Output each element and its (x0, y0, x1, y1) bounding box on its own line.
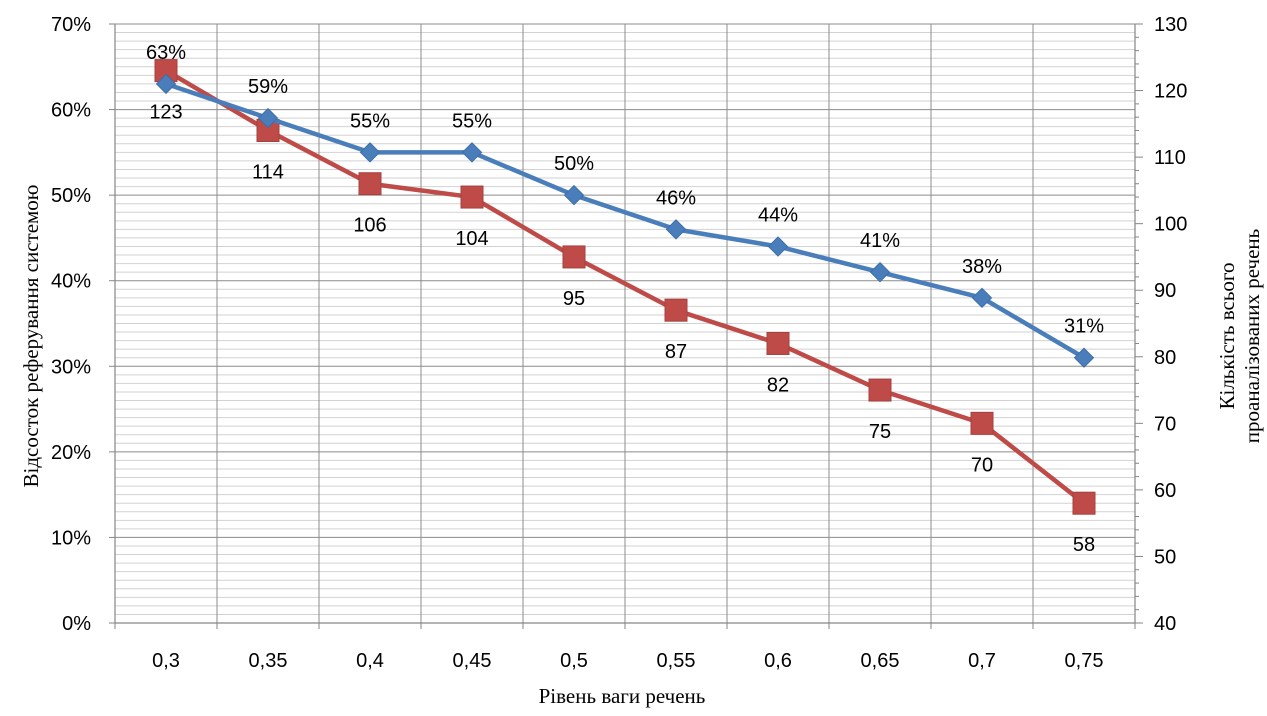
percent-data-label: 38% (962, 256, 1002, 278)
count-point-marker (1072, 491, 1096, 515)
percent-point-marker (1073, 347, 1095, 368)
percent-data-label: 46% (656, 187, 696, 209)
x-tick-label: 0,45 (453, 650, 492, 672)
x-tick-label: 0,6 (764, 650, 792, 672)
count-data-label: 104 (455, 228, 488, 250)
y-tick-label: 40% (51, 271, 91, 293)
percent-point-marker (971, 287, 993, 309)
axes: 0,3 0,35 0,4 0,45 0,5 0,55 0,6 0,65 0,7 0,75 0% 10%… (51, 14, 1187, 672)
percent-point-marker (665, 219, 687, 240)
percent-data-label: 50% (554, 153, 594, 175)
count-data-label: 58 (1073, 534, 1095, 556)
percent-data-label: 31% (1064, 316, 1104, 338)
x-tick-label: 0,35 (249, 650, 288, 672)
y-tick-label: 10% (51, 527, 91, 549)
count-point-marker (358, 172, 382, 196)
count-point-marker (970, 411, 994, 435)
count-data-label: 82 (767, 374, 789, 396)
count-point-marker (664, 298, 688, 322)
percent-data-label: 59% (248, 76, 288, 98)
percent-point-marker (461, 142, 483, 163)
count-data-label: 123 (149, 102, 182, 124)
x-axis-title: Рівень ваги речень (539, 684, 706, 708)
y-tick-label: 70% (51, 14, 91, 36)
x-tick-label: 0,4 (356, 650, 384, 672)
count-point-marker (868, 378, 892, 402)
percent-point-marker (563, 184, 585, 206)
percent-data-label: 44% (758, 204, 798, 226)
percent-series-line (165, 81, 1086, 360)
percent-point-marker (359, 142, 381, 163)
y2-tick-label: 40 (1154, 613, 1176, 635)
count-data-label: 87 (665, 341, 687, 363)
y2-tick-label: 90 (1154, 280, 1176, 302)
x-tick-label: 0,3 (152, 650, 180, 672)
y2-tick-label: 120 (1154, 81, 1187, 103)
percent-point-marker (869, 261, 891, 283)
count-point-marker (766, 331, 790, 355)
y2-tick-label: 70 (1154, 413, 1176, 435)
x-tick-label: 0,7 (968, 650, 996, 672)
percent-point-marker (767, 236, 789, 257)
percent-data-label: 63% (146, 42, 186, 64)
count-point-marker (562, 245, 586, 269)
y-tick-label: 20% (51, 442, 91, 464)
y-tick-label: 60% (51, 100, 91, 122)
y-tick-label: 50% (51, 185, 91, 207)
count-series-line (164, 68, 1086, 505)
count-data-label: 114 (252, 161, 284, 183)
x-tick-label: 0,5 (560, 650, 588, 672)
percent-data-label: 41% (860, 230, 900, 252)
x-tick-label: 0,65 (861, 650, 900, 672)
y-tick-label: 30% (51, 356, 91, 378)
y2-axis-title-line-1: Кількість всього (1215, 262, 1239, 409)
y2-tick-label: 130 (1154, 14, 1187, 36)
x-tick-label: 0,75 (1065, 650, 1104, 672)
count-data-label: 106 (353, 215, 386, 237)
y-tick-label: 0% (62, 613, 91, 635)
x-tick-label: 0,55 (657, 650, 696, 672)
y-axis-title: Відсосток реферування системою (19, 185, 43, 488)
data-series (154, 59, 1096, 515)
y2-axis-title-line-2: проаналізованих речень (1240, 229, 1264, 443)
y2-tick-label: 100 (1154, 214, 1187, 236)
percent-data-label: 55% (452, 110, 492, 132)
percent-data-label: 55% (350, 110, 390, 132)
percent-point-marker (257, 107, 279, 129)
y2-tick-label: 50 (1154, 546, 1176, 568)
count-data-label: 75 (869, 421, 891, 443)
count-data-label: 70 (971, 454, 993, 476)
grid-lines (115, 23, 1135, 623)
data-labels: 63% 59% 55% 55% 50% 46% 44% 41% 38% 31% 123 114 106 1… (146, 42, 1104, 556)
percent-point-marker (155, 73, 177, 95)
y2-tick-label: 80 (1154, 347, 1176, 369)
y2-tick-label: 110 (1154, 147, 1186, 169)
count-point-marker (460, 185, 484, 209)
y2-tick-label: 60 (1154, 480, 1176, 502)
count-data-label: 95 (563, 288, 585, 310)
